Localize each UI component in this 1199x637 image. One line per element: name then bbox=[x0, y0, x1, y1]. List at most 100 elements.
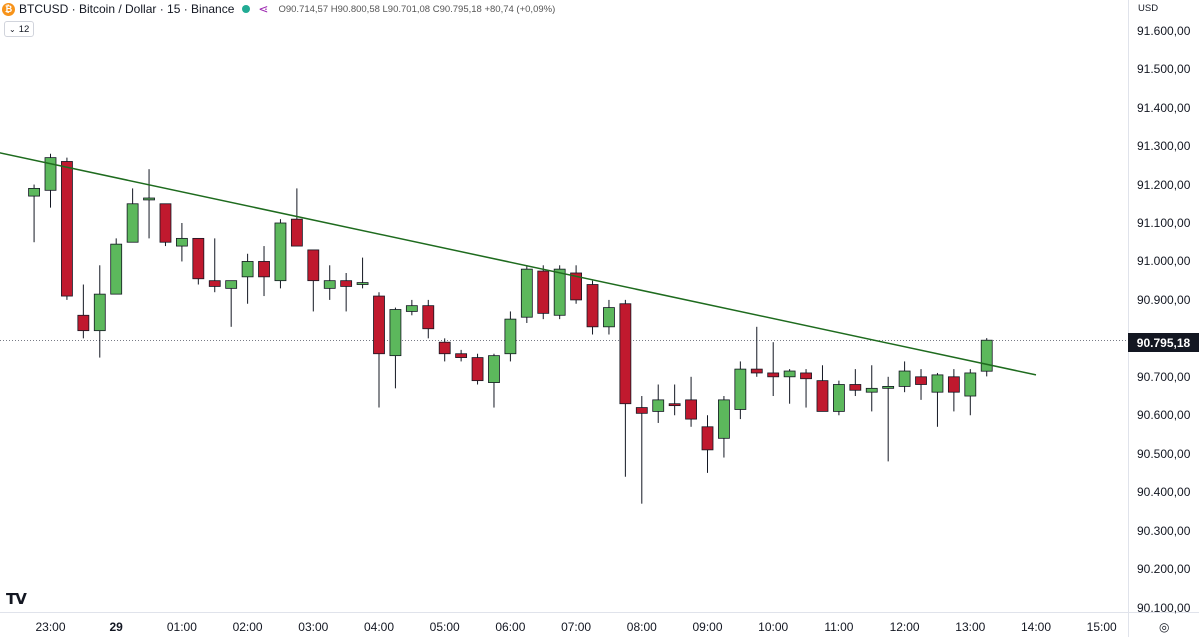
price-tick-label: 91.000,00 bbox=[1137, 254, 1191, 269]
indicator-count: 12 bbox=[18, 23, 30, 35]
bearish-candle bbox=[767, 372, 780, 378]
bullish-candle bbox=[718, 399, 730, 439]
price-tick-label: 91.400,00 bbox=[1137, 100, 1191, 115]
trendline bbox=[0, 152, 1037, 376]
time-tick-label: 04:00 bbox=[363, 620, 395, 634]
bullish-candle bbox=[504, 318, 517, 355]
time-tick-label: 06:00 bbox=[495, 620, 526, 634]
bullish-candle bbox=[126, 203, 139, 243]
bearish-candle bbox=[816, 380, 829, 412]
bearish-candle bbox=[635, 407, 648, 414]
bullish-candle bbox=[931, 374, 944, 393]
bullish-candle bbox=[225, 280, 238, 289]
plot-area bbox=[0, 152, 1128, 504]
bullish-candle bbox=[241, 261, 254, 278]
price-tick-label: 90.900,00 bbox=[1137, 292, 1191, 307]
time-tick-label: 13:00 bbox=[955, 620, 986, 634]
bearish-candle bbox=[455, 353, 468, 358]
bearish-candle bbox=[947, 376, 960, 393]
bearish-candle bbox=[208, 280, 221, 287]
price-tick-label: 90.300,00 bbox=[1137, 523, 1191, 538]
time-tick-label: 11:00 bbox=[824, 620, 854, 634]
bullish-candle bbox=[520, 268, 533, 318]
bullish-candle bbox=[980, 339, 993, 372]
price-tick-label: 91.200,00 bbox=[1137, 177, 1191, 192]
indicator-toggle[interactable]: ⌄ 12 bbox=[4, 21, 35, 37]
price-tick-label: 91.300,00 bbox=[1137, 139, 1191, 154]
currency-label[interactable]: USD bbox=[1138, 3, 1159, 14]
bullish-candle bbox=[175, 237, 188, 247]
time-tick-label: 10:00 bbox=[758, 620, 789, 634]
bearish-candle bbox=[290, 218, 303, 247]
tradingview-logo[interactable]: TV bbox=[6, 590, 27, 608]
bearish-candle bbox=[340, 280, 353, 287]
market-status-icon bbox=[242, 5, 251, 13]
symbol-title[interactable]: BTCUSD · Bitcoin / Dollar · 15 · Binance bbox=[19, 2, 235, 16]
price-tick-label: 91.600,00 bbox=[1137, 23, 1191, 38]
last-price-tag: 90.795,18 bbox=[1128, 333, 1199, 352]
bearish-candle bbox=[619, 303, 632, 405]
bullish-candle bbox=[274, 222, 287, 282]
time-tick-label: 12:00 bbox=[889, 620, 920, 634]
bullish-candle bbox=[28, 187, 40, 197]
chevron-down-icon: ⌄ bbox=[9, 24, 16, 34]
ohlc-values: O90.714,57 H90.800,58 L90.701,08 C90.795… bbox=[278, 3, 556, 15]
bearish-candle bbox=[258, 261, 270, 278]
bullish-candle bbox=[553, 268, 566, 316]
time-tick-label: 03:00 bbox=[298, 620, 329, 634]
bearish-candle bbox=[800, 372, 812, 380]
bullish-candle bbox=[964, 372, 977, 397]
time-tick-label: 14:00 bbox=[1020, 620, 1052, 634]
bearish-candle bbox=[159, 203, 172, 243]
price-tick-label: 91.100,00 bbox=[1137, 216, 1191, 230]
time-tick-label: 09:00 bbox=[692, 620, 723, 634]
bullish-candle bbox=[898, 370, 911, 387]
price-tick-label: 90.700,00 bbox=[1137, 369, 1191, 384]
bearish-candle bbox=[307, 249, 320, 282]
time-tick-label: 29 bbox=[109, 620, 123, 634]
bearish-candle bbox=[471, 357, 484, 382]
bearish-candle bbox=[668, 403, 681, 407]
bearish-candle bbox=[192, 237, 205, 280]
bearish-candle bbox=[570, 272, 582, 301]
bearish-candle bbox=[373, 295, 385, 355]
price-tick-label: 90.400,00 bbox=[1137, 485, 1191, 500]
bullish-candle bbox=[603, 307, 615, 328]
time-tick-label: 07:00 bbox=[561, 620, 592, 634]
bearish-candle bbox=[915, 376, 927, 385]
bullish-candle bbox=[783, 370, 796, 378]
bearish-candle bbox=[586, 284, 599, 328]
time-tick-label: 02:00 bbox=[232, 620, 263, 634]
settings-icon[interactable]: ◎ bbox=[1159, 620, 1170, 634]
bullish-candle bbox=[110, 243, 123, 295]
bullish-candle bbox=[143, 197, 155, 201]
time-tick-label: 05:00 bbox=[429, 620, 460, 634]
time-tick-label: 23:00 bbox=[35, 620, 66, 634]
bearish-candle bbox=[61, 161, 73, 297]
bullish-candle bbox=[882, 386, 895, 389]
bullish-candle bbox=[389, 309, 402, 357]
time-tick-label: 08:00 bbox=[626, 620, 657, 634]
price-tick-label: 90.600,00 bbox=[1137, 408, 1191, 423]
indicators-nodes-icon[interactable]: ⋖ bbox=[258, 2, 269, 16]
bearish-candle bbox=[750, 368, 763, 374]
bullish-candle bbox=[734, 368, 747, 410]
time-tick-label: 01:00 bbox=[166, 620, 197, 634]
bearish-candle bbox=[537, 270, 550, 314]
price-tick-label: 90.200,00 bbox=[1137, 562, 1191, 577]
price-tick-label: 91.500,00 bbox=[1137, 62, 1191, 77]
bullish-candle bbox=[652, 399, 665, 412]
bullish-candle bbox=[356, 282, 369, 285]
bullish-candle bbox=[833, 384, 845, 412]
bearish-candle bbox=[422, 305, 435, 330]
price-tick-label: 90.500,00 bbox=[1137, 446, 1191, 461]
bullish-candle bbox=[93, 293, 106, 332]
bullish-candle bbox=[865, 387, 878, 393]
bullish-candle bbox=[323, 280, 336, 289]
bullish-candle bbox=[488, 355, 500, 383]
bullish-candle bbox=[405, 305, 418, 312]
bearish-candle bbox=[701, 426, 714, 451]
bullish-candle bbox=[44, 157, 57, 191]
